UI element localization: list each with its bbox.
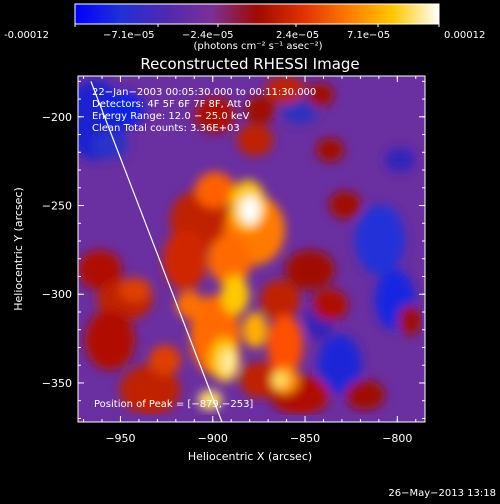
plot-frame — [77, 75, 426, 423]
info-energy-range: Energy Range: 12.0 − 25.0 keV — [92, 111, 249, 122]
solar-limb-line — [90, 81, 223, 422]
emission-blob — [105, 92, 145, 128]
colorbar-tick-5: 0.00012 — [444, 30, 485, 41]
emission-blob — [221, 350, 235, 374]
emission-blob — [240, 196, 260, 224]
emission-blob — [318, 335, 362, 395]
emission-blob — [245, 96, 275, 124]
emission-blob — [306, 83, 334, 107]
colorbar-ticks — [74, 24, 440, 27]
y-tick-label: −350 — [42, 377, 72, 390]
colorbar-tick-3: 2.4e−05 — [276, 30, 319, 41]
emission-blob — [398, 305, 422, 335]
emission-blob — [272, 372, 288, 388]
emission-map — [78, 76, 422, 415]
colorbar-unit-label: (photons cm⁻² s⁻¹ asec⁻²) — [193, 41, 322, 52]
y-tick-label: −200 — [42, 111, 72, 124]
emission-blob — [385, 148, 415, 172]
emission-blob — [120, 365, 180, 415]
footer-date: 26−May−2013 13:18 — [388, 488, 496, 499]
chart-title: Reconstructed RHESSI Image — [140, 55, 359, 73]
x-axis-label: Heliocentric X (arcsec) — [188, 450, 312, 463]
emission-blob — [237, 124, 273, 156]
emission-blob — [312, 289, 348, 321]
emission-blob — [92, 131, 128, 159]
y-tick-label: −300 — [42, 288, 72, 301]
info-detectors: Detectors: 4F 5F 6F 7F 8F, Att 0 — [92, 99, 251, 110]
emission-blob — [119, 278, 151, 302]
colorbar-tick-2: −2.4e−05 — [182, 30, 234, 41]
colorbar-tick-0: -0.00012 — [4, 30, 49, 41]
image-area — [78, 76, 425, 422]
emission-blob — [176, 291, 204, 319]
info-clean-counts: Clean Total counts: 3.36E+03 — [92, 123, 240, 134]
emission-blob — [355, 205, 405, 275]
x-tick-label: −850 — [290, 432, 320, 445]
emission-blob — [195, 172, 235, 208]
emission-blob — [149, 345, 181, 375]
y-tick-label: −250 — [42, 200, 72, 213]
emission-blob — [221, 275, 249, 315]
emission-blob — [78, 250, 122, 290]
emission-blob — [85, 310, 135, 370]
emission-blob — [316, 138, 344, 162]
colorbar-tick-1: −7.1e−05 — [103, 30, 155, 41]
emission-blob — [260, 280, 300, 320]
emission-blob — [208, 235, 252, 285]
y-axis-label: Heliocentric Y (arcsec) — [12, 187, 25, 311]
x-tick-label: −900 — [198, 432, 228, 445]
emission-blob — [345, 380, 385, 410]
info-time-range: 22−Jan−2003 00:05:30.000 to 00:11:30.000 — [92, 87, 316, 98]
emission-blob — [240, 362, 280, 398]
emission-blob — [195, 97, 235, 133]
emission-blob — [285, 250, 335, 290]
axes: −950 −900 −850 −800 −200 −250 −300 −350 — [42, 76, 425, 445]
x-tick-label: −800 — [382, 432, 412, 445]
peak-position-label: Position of Peak = [−879,−253] — [94, 399, 253, 410]
emission-blob — [243, 312, 267, 348]
colorbar — [74, 3, 440, 25]
emission-blob — [163, 230, 207, 290]
emission-blob — [329, 191, 361, 219]
colorbar-tick-4: 7.1e−05 — [347, 30, 390, 41]
emission-blob — [267, 315, 303, 375]
emission-blob — [265, 76, 305, 104]
x-tick-label: −950 — [105, 432, 135, 445]
